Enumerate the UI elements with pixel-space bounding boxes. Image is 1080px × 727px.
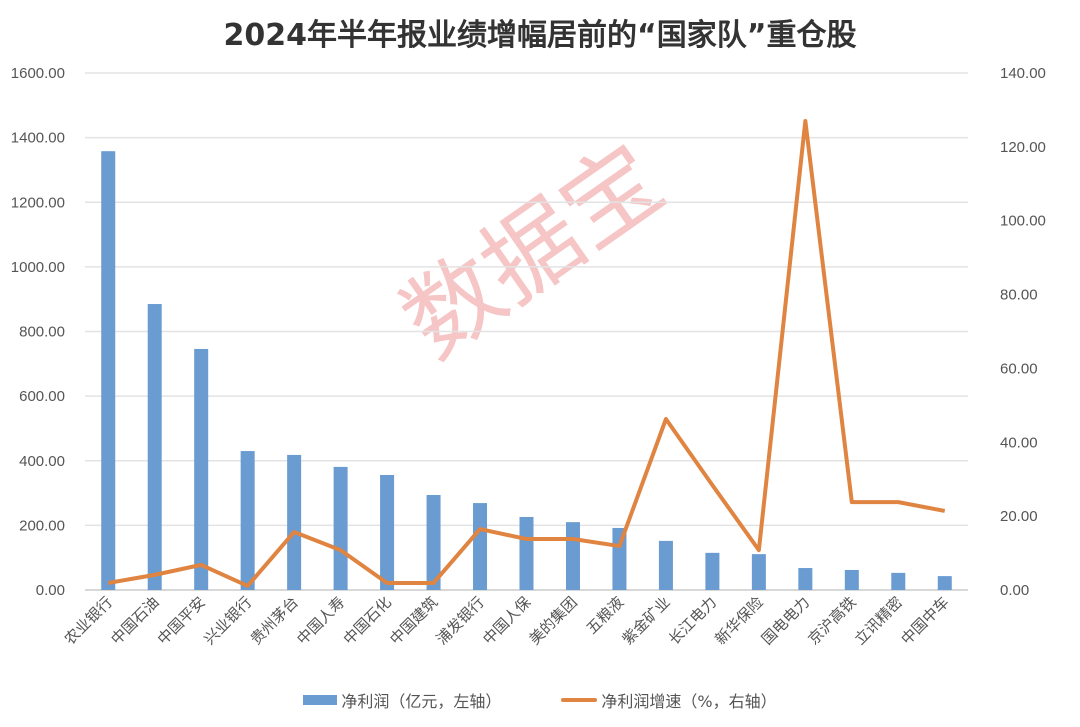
category-label: 中国平安 — [154, 593, 209, 648]
bar — [891, 572, 906, 590]
bar — [612, 527, 627, 590]
bar — [473, 503, 488, 590]
left-tick-label: 600.00 — [19, 388, 65, 405]
category-label: 立讯精密 — [851, 593, 906, 648]
category-label: 中国石化 — [340, 593, 395, 648]
category-label: 浦发银行 — [433, 593, 488, 648]
bar — [798, 568, 813, 590]
bar — [751, 554, 766, 590]
bar — [937, 576, 952, 590]
category-label: 京沪高铁 — [804, 593, 859, 648]
bar — [658, 540, 673, 590]
bar — [705, 552, 720, 590]
category-label: 贵州茅台 — [247, 593, 302, 648]
category-label: 中国中车 — [897, 593, 952, 648]
right-tick-label: 20.00 — [1000, 508, 1038, 525]
growth-line — [107, 119, 946, 588]
right-tick-label: 80.00 — [1000, 287, 1038, 304]
category-label: 中国建筑 — [386, 593, 441, 648]
legend: 净利润（亿元，左轴） 净利润增速（%，右轴） — [0, 688, 1080, 712]
category-label: 五粮液 — [583, 593, 628, 638]
left-tick-label: 800.00 — [19, 324, 65, 341]
right-tick-label: 40.00 — [1000, 434, 1038, 451]
bar — [240, 451, 255, 590]
left-tick-label: 1400.00 — [11, 130, 65, 147]
bar — [101, 151, 116, 591]
category-label: 中国石油 — [107, 593, 162, 648]
right-tick-label: 100.00 — [1000, 213, 1046, 230]
chart-title: 2024年半年报业绩增幅居前的“国家队”重仓股 — [223, 18, 857, 53]
bar — [333, 466, 348, 590]
category-label: 国电电力 — [758, 593, 813, 648]
bar — [565, 522, 580, 590]
right-tick-label: 120.00 — [1000, 139, 1046, 156]
category-label: 农业银行 — [61, 593, 116, 648]
category-label: 美的集团 — [526, 593, 581, 648]
category-label: 中国人保 — [479, 593, 534, 648]
right-tick-label: 0.00 — [1000, 582, 1029, 599]
bar — [147, 304, 162, 590]
right-tick-label: 60.00 — [1000, 360, 1038, 377]
right-tick-label: 140.00 — [1000, 65, 1046, 82]
category-label: 兴业银行 — [200, 593, 255, 648]
left-tick-label: 1200.00 — [11, 194, 65, 211]
bar — [287, 454, 302, 590]
left-tick-label: 1000.00 — [11, 259, 65, 276]
legend-swatch-line — [561, 698, 598, 702]
category-label: 紫金矿业 — [619, 593, 674, 648]
left-tick-label: 1600.00 — [11, 65, 65, 82]
legend-label: 净利润（亿元，左轴） — [341, 692, 502, 711]
legend-item-bar: 净利润（亿元，左轴） — [303, 688, 501, 712]
category-label: 新华保险 — [712, 593, 767, 648]
legend-label: 净利润增速（%，右轴） — [601, 692, 777, 711]
left-tick-label: 0.00 — [36, 582, 65, 599]
left-tick-label: 400.00 — [19, 453, 65, 470]
bar — [426, 495, 441, 590]
legend-swatch-bar — [303, 695, 338, 705]
category-label: 中国人寿 — [293, 593, 348, 648]
category-label: 长江电力 — [665, 593, 720, 648]
bar — [194, 348, 209, 590]
legend-item-line: 净利润增速（%，右轴） — [561, 688, 777, 712]
bar — [844, 569, 859, 590]
bar — [519, 516, 534, 590]
left-tick-label: 200.00 — [19, 517, 65, 534]
bar — [380, 474, 395, 590]
